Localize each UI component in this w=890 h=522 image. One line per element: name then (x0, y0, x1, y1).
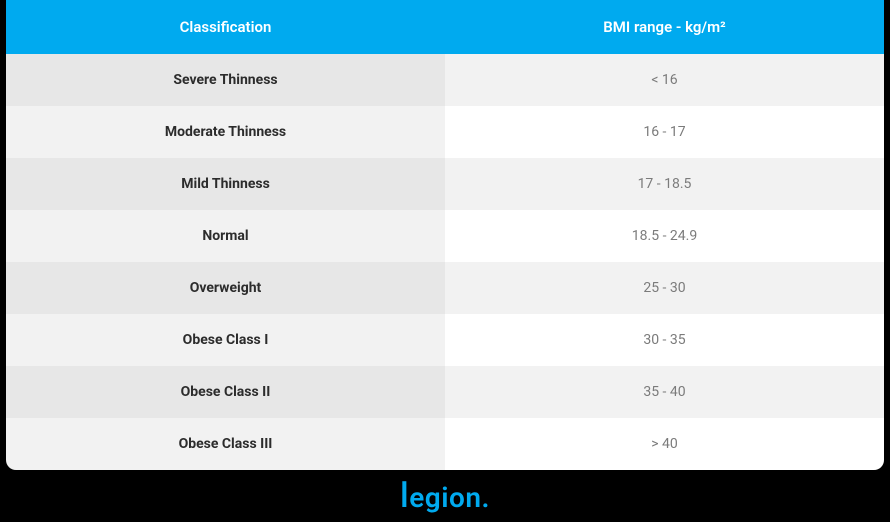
cell-classification: Severe Thinness (6, 54, 445, 106)
table-row: Obese Class II35 - 40 (6, 366, 884, 418)
cell-classification: Moderate Thinness (6, 106, 445, 158)
table-row: Overweight25 - 30 (6, 262, 884, 314)
table-row: Obese Class III> 40 (6, 418, 884, 470)
footer: legion. (0, 470, 890, 522)
cell-bmi-range: 16 - 17 (445, 106, 884, 158)
cell-bmi-range: > 40 (445, 418, 884, 470)
cell-bmi-range: 18.5 - 24.9 (445, 210, 884, 262)
table-row: Normal18.5 - 24.9 (6, 210, 884, 262)
legion-logo: legion. (400, 479, 490, 514)
cell-classification: Normal (6, 210, 445, 262)
table-header-row: Classification BMI range - kg/m² (6, 0, 884, 54)
cell-classification: Obese Class I (6, 314, 445, 366)
cell-bmi-range: 25 - 30 (445, 262, 884, 314)
cell-bmi-range: < 16 (445, 54, 884, 106)
column-header-bmi-range: BMI range - kg/m² (445, 0, 884, 54)
table-row: Obese Class I30 - 35 (6, 314, 884, 366)
cell-classification: Obese Class II (6, 366, 445, 418)
bmi-table: Classification BMI range - kg/m² Severe … (6, 0, 884, 470)
cell-classification: Mild Thinness (6, 158, 445, 210)
cell-bmi-range: 17 - 18.5 (445, 158, 884, 210)
cell-bmi-range: 30 - 35 (445, 314, 884, 366)
cell-classification: Obese Class III (6, 418, 445, 470)
table-row: Mild Thinness17 - 18.5 (6, 158, 884, 210)
table-body: Severe Thinness< 16Moderate Thinness16 -… (6, 54, 884, 470)
cell-classification: Overweight (6, 262, 445, 314)
column-header-classification: Classification (6, 0, 445, 54)
table-row: Moderate Thinness16 - 17 (6, 106, 884, 158)
cell-bmi-range: 35 - 40 (445, 366, 884, 418)
table-row: Severe Thinness< 16 (6, 54, 884, 106)
